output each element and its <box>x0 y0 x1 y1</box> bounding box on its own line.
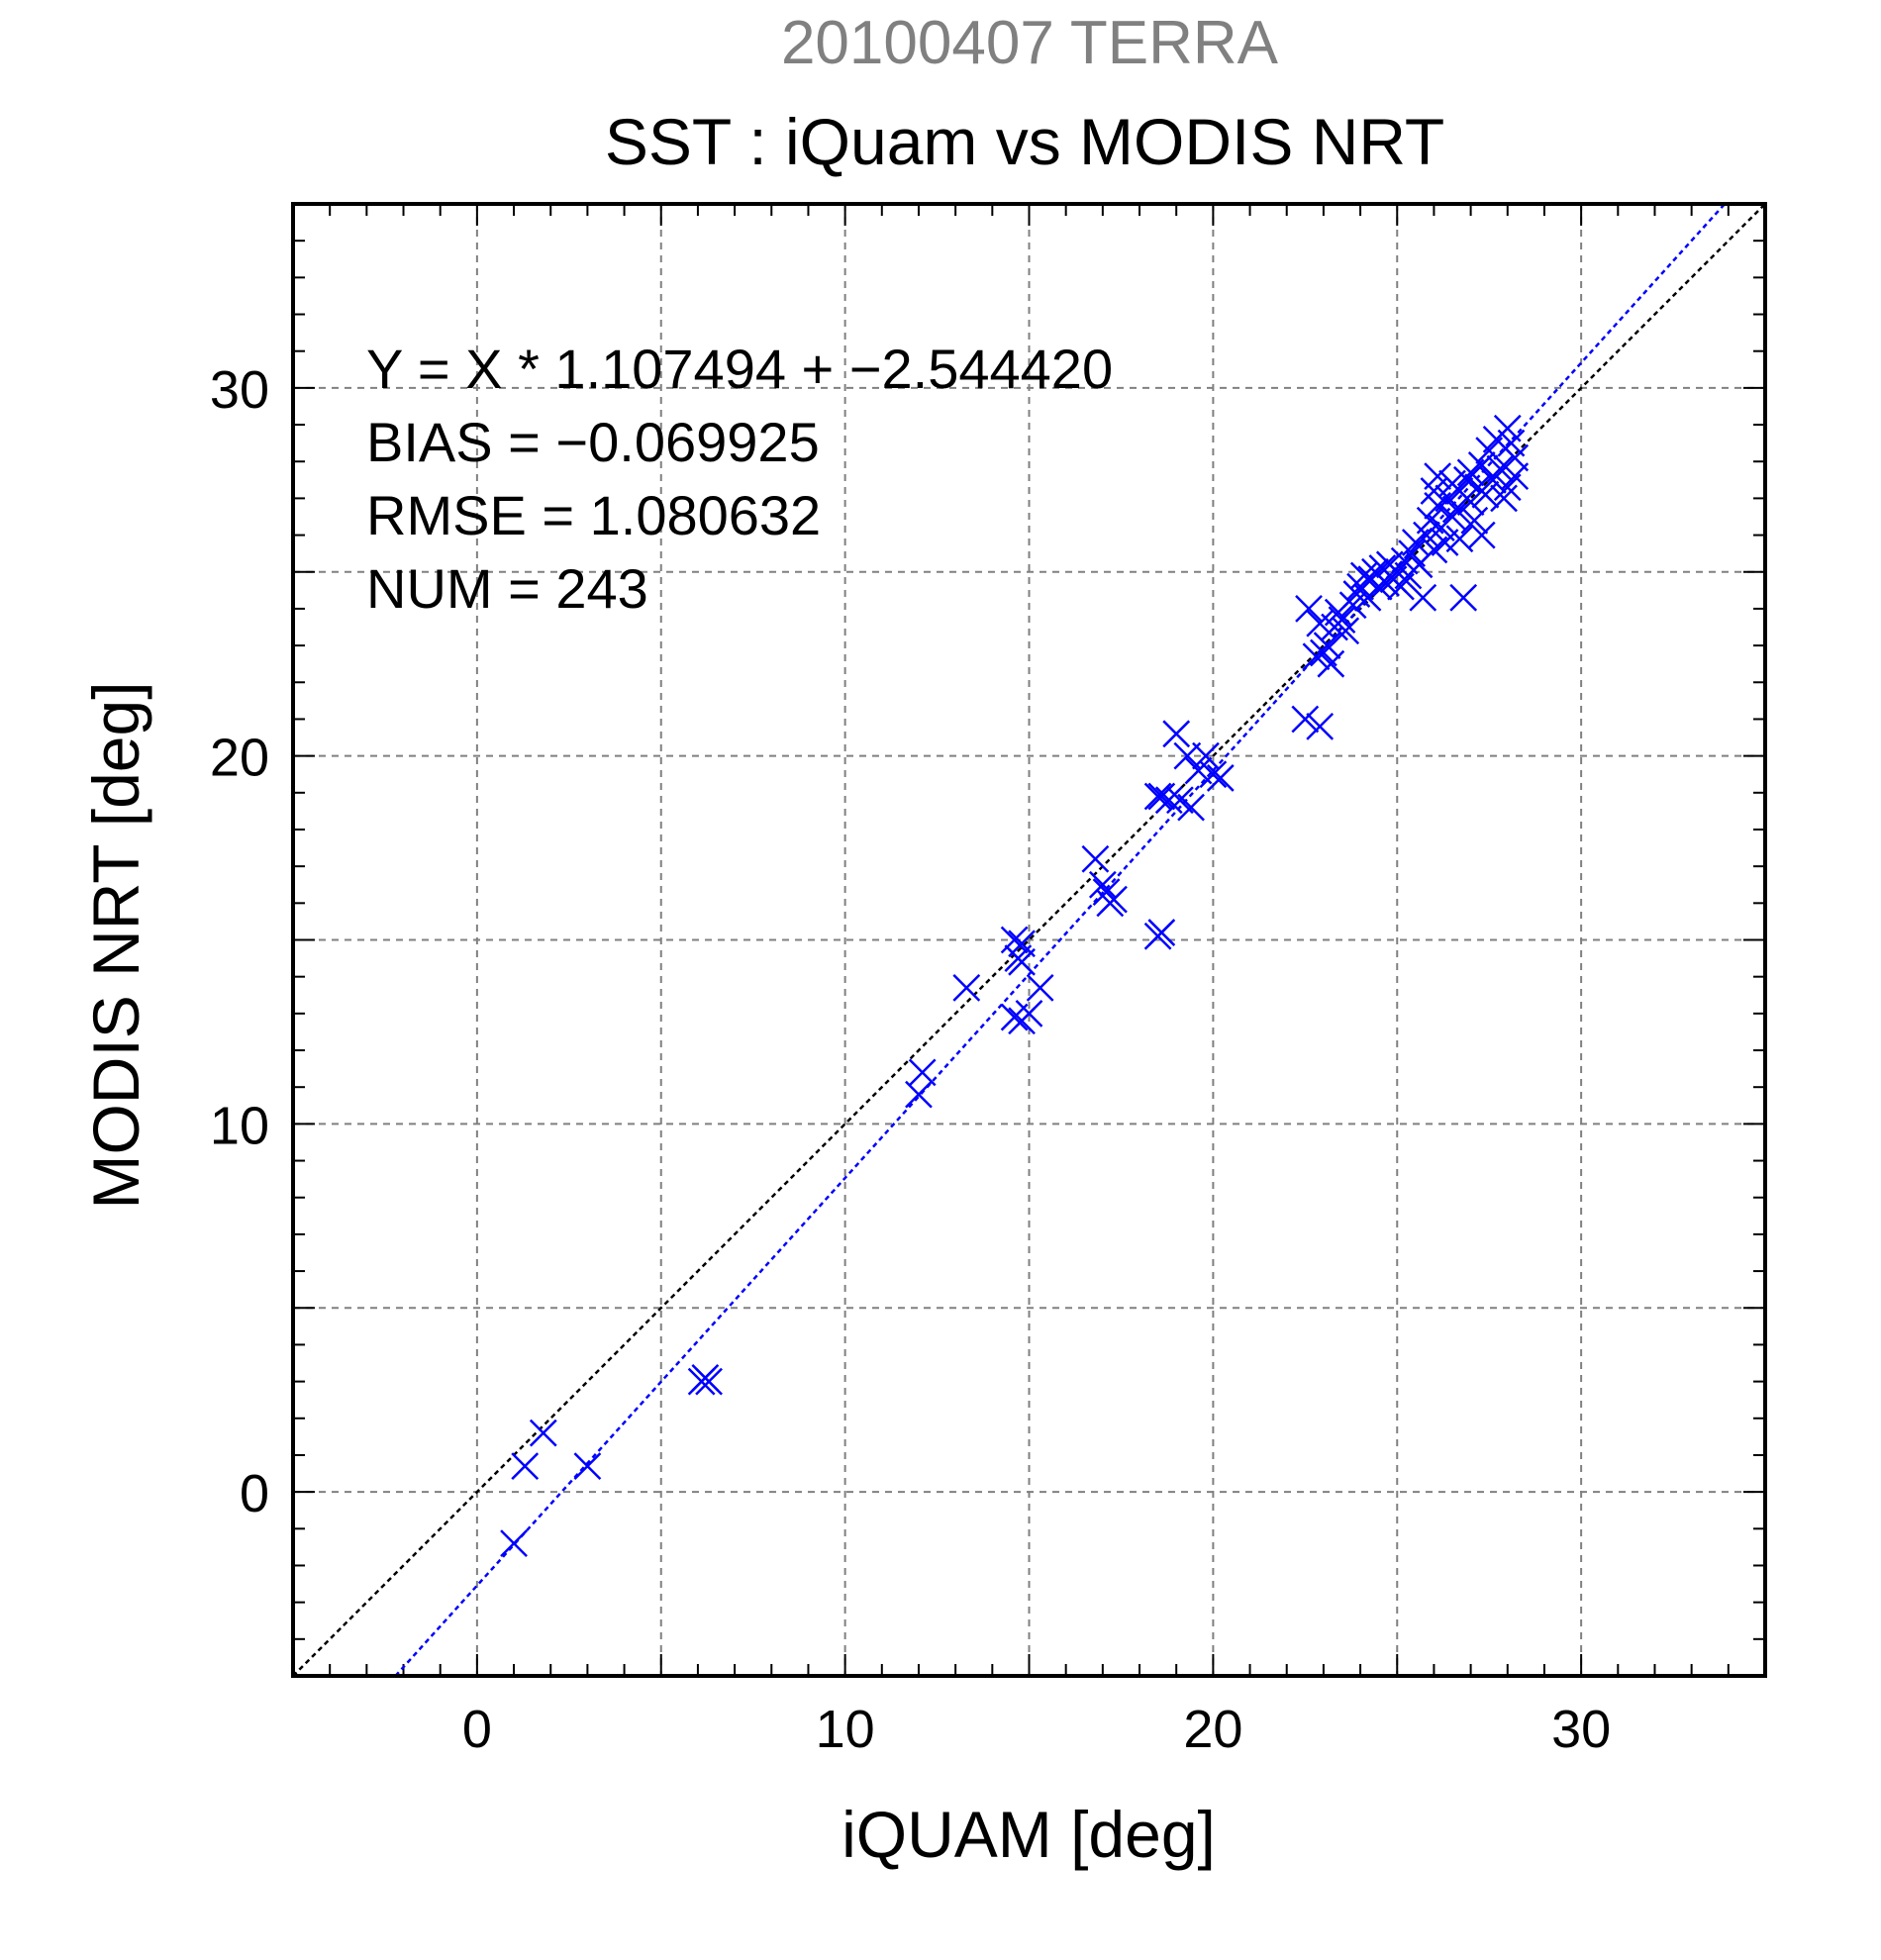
data-point <box>1015 999 1043 1028</box>
y-axis-label: MODIS NRT [deg] <box>79 681 152 1209</box>
data-point <box>1501 443 1530 472</box>
data-point <box>1364 572 1393 601</box>
stats-annotation: RMSE = 1.080632 <box>366 484 821 546</box>
data-point <box>908 1058 937 1087</box>
data-point <box>1295 595 1323 623</box>
data-point <box>511 1452 540 1480</box>
data-point <box>952 973 981 1002</box>
data-point <box>529 1419 557 1447</box>
y-tick-label: 20 <box>210 729 269 788</box>
chart-title-top: 20100407 TERRA <box>781 9 1279 77</box>
data-point <box>500 1529 528 1558</box>
data-point <box>1486 454 1515 483</box>
x-tick-label: 20 <box>1183 1700 1242 1759</box>
data-point <box>1199 760 1228 789</box>
data-point <box>1409 583 1437 612</box>
y-tick-label: 30 <box>210 360 269 420</box>
data-point <box>1349 561 1378 590</box>
stats-annotation: NUM = 243 <box>366 557 648 620</box>
data-point <box>1206 764 1235 792</box>
fit-line <box>394 203 1727 1677</box>
x-axis-label: iQUAM [deg] <box>842 1798 1216 1871</box>
data-point <box>1008 930 1036 958</box>
data-point <box>1424 462 1452 490</box>
stats-annotations: Y = X * 1.107494 + −2.544420 BIAS = −0.06… <box>366 338 1113 620</box>
data-point <box>1445 525 1474 553</box>
data-point <box>1291 705 1320 734</box>
data-points <box>500 414 1530 1558</box>
data-point <box>1456 488 1485 517</box>
plot-frame <box>291 202 1767 1678</box>
reference-lines <box>292 203 1766 1677</box>
data-point <box>1147 919 1176 946</box>
data-point <box>1490 484 1518 513</box>
data-point <box>1147 782 1176 811</box>
y-tick-label: 10 <box>210 1096 269 1155</box>
data-point <box>1332 617 1360 645</box>
data-point <box>1143 782 1172 811</box>
data-point <box>1306 713 1335 740</box>
data-point <box>695 1367 723 1396</box>
data-point <box>1460 506 1489 535</box>
data-point <box>1338 591 1367 620</box>
data-point <box>1154 786 1183 815</box>
stats-annotation: Y = X * 1.107494 + −2.544420 <box>366 338 1113 400</box>
data-point <box>1467 451 1496 479</box>
chart-title: SST : iQuam vs MODIS NRT <box>605 105 1444 178</box>
data-point <box>1317 649 1345 678</box>
data-point <box>573 1452 602 1480</box>
y-tick-label: 0 <box>240 1464 269 1523</box>
x-tick-label: 10 <box>816 1700 875 1759</box>
data-point <box>905 1080 933 1109</box>
x-tick-label: 0 <box>462 1700 492 1759</box>
stats-annotation: BIAS = −0.069925 <box>366 411 820 473</box>
data-point <box>1438 503 1466 531</box>
data-point <box>1000 926 1029 954</box>
data-point <box>1328 606 1356 634</box>
data-point <box>1026 973 1054 1002</box>
data-point <box>1177 793 1205 822</box>
data-point <box>1192 741 1220 770</box>
grid-lines <box>293 204 1765 1676</box>
x-tick-label: 30 <box>1551 1700 1611 1759</box>
data-point <box>1449 583 1478 612</box>
data-point <box>1471 480 1500 509</box>
data-point <box>1313 632 1341 659</box>
data-point <box>1088 870 1117 899</box>
data-point <box>1081 844 1110 873</box>
tick-labels: 0 10 20 30 0 10 20 30 <box>210 360 1611 1759</box>
data-point <box>1467 521 1496 549</box>
data-point <box>1441 495 1470 524</box>
data-point <box>1162 720 1191 748</box>
data-point <box>1100 885 1128 914</box>
